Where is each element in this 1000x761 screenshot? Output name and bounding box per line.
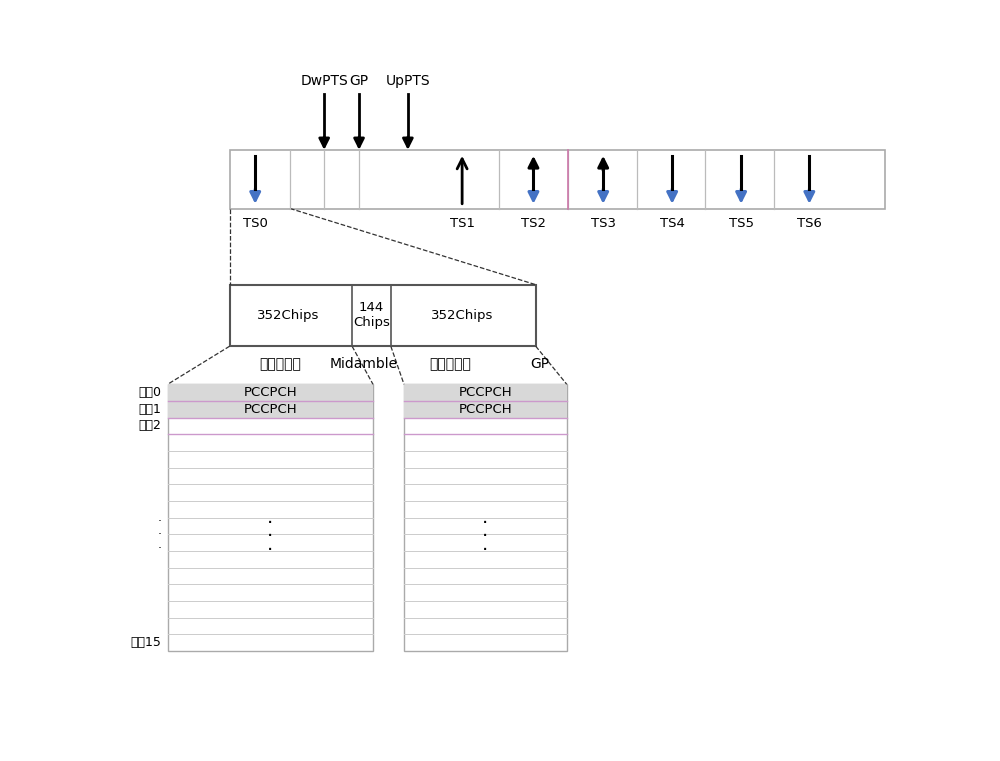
- Text: .: .: [482, 521, 488, 540]
- Text: 码道1: 码道1: [139, 403, 161, 416]
- Text: 352Chips: 352Chips: [431, 309, 493, 322]
- Text: .: .: [157, 538, 161, 551]
- Text: PCCPCH: PCCPCH: [459, 403, 512, 416]
- Bar: [404, 401, 567, 418]
- Text: 144
Chips: 144 Chips: [353, 301, 390, 330]
- Text: GP: GP: [349, 75, 369, 88]
- Text: TS5: TS5: [729, 218, 754, 231]
- Text: TS6: TS6: [797, 218, 822, 231]
- Text: .: .: [267, 521, 273, 540]
- Text: 码道0: 码道0: [138, 386, 161, 399]
- Text: PCCPCH: PCCPCH: [459, 386, 512, 399]
- Text: .: .: [482, 535, 488, 554]
- Text: PCCPCH: PCCPCH: [244, 403, 297, 416]
- Bar: [404, 384, 567, 651]
- Text: 第一数据域: 第一数据域: [259, 357, 301, 371]
- Text: 第二数据域: 第二数据域: [430, 357, 471, 371]
- Text: TS4: TS4: [660, 218, 685, 231]
- Text: TS3: TS3: [591, 218, 616, 231]
- Text: TS2: TS2: [521, 218, 546, 231]
- Text: 码道2: 码道2: [139, 419, 161, 432]
- Text: TS1: TS1: [450, 218, 475, 231]
- Bar: [230, 150, 885, 209]
- Text: .: .: [157, 511, 161, 524]
- Bar: [168, 384, 373, 401]
- Text: .: .: [482, 508, 488, 527]
- Text: UpPTS: UpPTS: [386, 75, 430, 88]
- Text: 码道15: 码道15: [131, 636, 161, 649]
- Text: PCCPCH: PCCPCH: [244, 386, 297, 399]
- Bar: [404, 384, 567, 401]
- Bar: [168, 401, 373, 418]
- Text: .: .: [267, 508, 273, 527]
- Text: TS0: TS0: [243, 218, 268, 231]
- Bar: [230, 285, 536, 346]
- Text: Midamble: Midamble: [330, 357, 398, 371]
- Bar: [168, 384, 373, 651]
- Text: .: .: [157, 524, 161, 537]
- Text: DwPTS: DwPTS: [300, 75, 348, 88]
- Text: 352Chips: 352Chips: [257, 309, 319, 322]
- Text: GP: GP: [530, 357, 549, 371]
- Text: .: .: [267, 535, 273, 554]
